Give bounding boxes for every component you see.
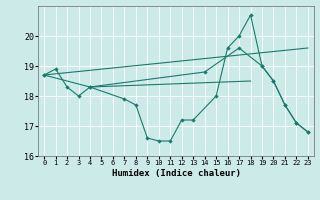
X-axis label: Humidex (Indice chaleur): Humidex (Indice chaleur) xyxy=(111,169,241,178)
